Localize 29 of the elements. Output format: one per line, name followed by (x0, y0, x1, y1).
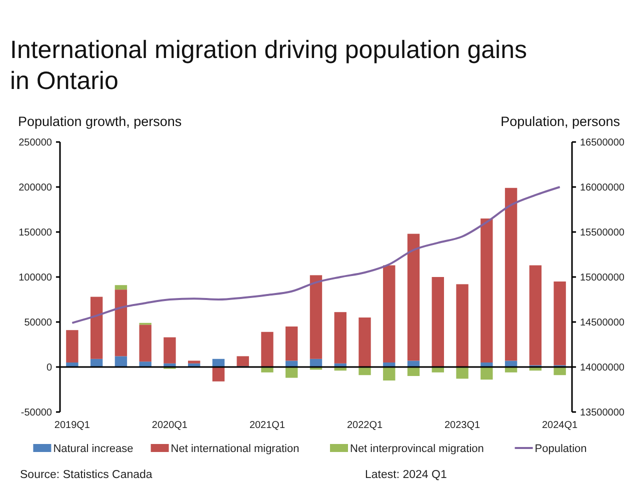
y-tick-label: 150000 (18, 228, 52, 238)
y2-tick-label: 15500000 (580, 228, 625, 238)
x-tick-label: 2022Q1 (346, 420, 383, 431)
x-tick-label: 2019Q1 (54, 420, 90, 431)
y-tick-label: 100000 (18, 272, 52, 284)
x-tick-label: 2020Q1 (152, 420, 188, 431)
y2-tick-label: 15000000 (580, 272, 625, 284)
y-tick-label: -50000 (20, 408, 52, 418)
y-tick-label: 250000 (18, 138, 52, 148)
legend-label: Natural increase (53, 443, 134, 455)
y2-tick-label: 14000000 (580, 362, 625, 374)
x-tick-label: 2024Q1 (542, 420, 578, 431)
y-tick-label: 200000 (18, 182, 52, 194)
y-tick-label: 0 (46, 362, 52, 374)
x-tick-label: 2023Q1 (444, 420, 481, 431)
legend-label: Population (534, 443, 587, 455)
y2-tick-label: 14500000 (580, 318, 625, 328)
legend-label: Net international migration (170, 443, 300, 455)
chart-title: International migration driving population gains in Ontario (10, 36, 527, 95)
y2-tick-label: 13500000 (580, 408, 625, 418)
y2-axis-title: Population, persons (500, 114, 620, 129)
y2-tick-label: 16000000 (580, 182, 625, 194)
y-tick-label: 50000 (24, 318, 52, 328)
x-tick-label: 2021Q1 (249, 420, 286, 431)
text: Latest: 2024 Q1 (365, 469, 447, 481)
y2-tick-label: 16500000 (580, 138, 625, 148)
source-note: Source: Statistics Canada (20, 469, 153, 481)
legend-label: Net interprovincal migration (350, 443, 484, 455)
y-axis-title: Population growth, persons (18, 114, 182, 129)
